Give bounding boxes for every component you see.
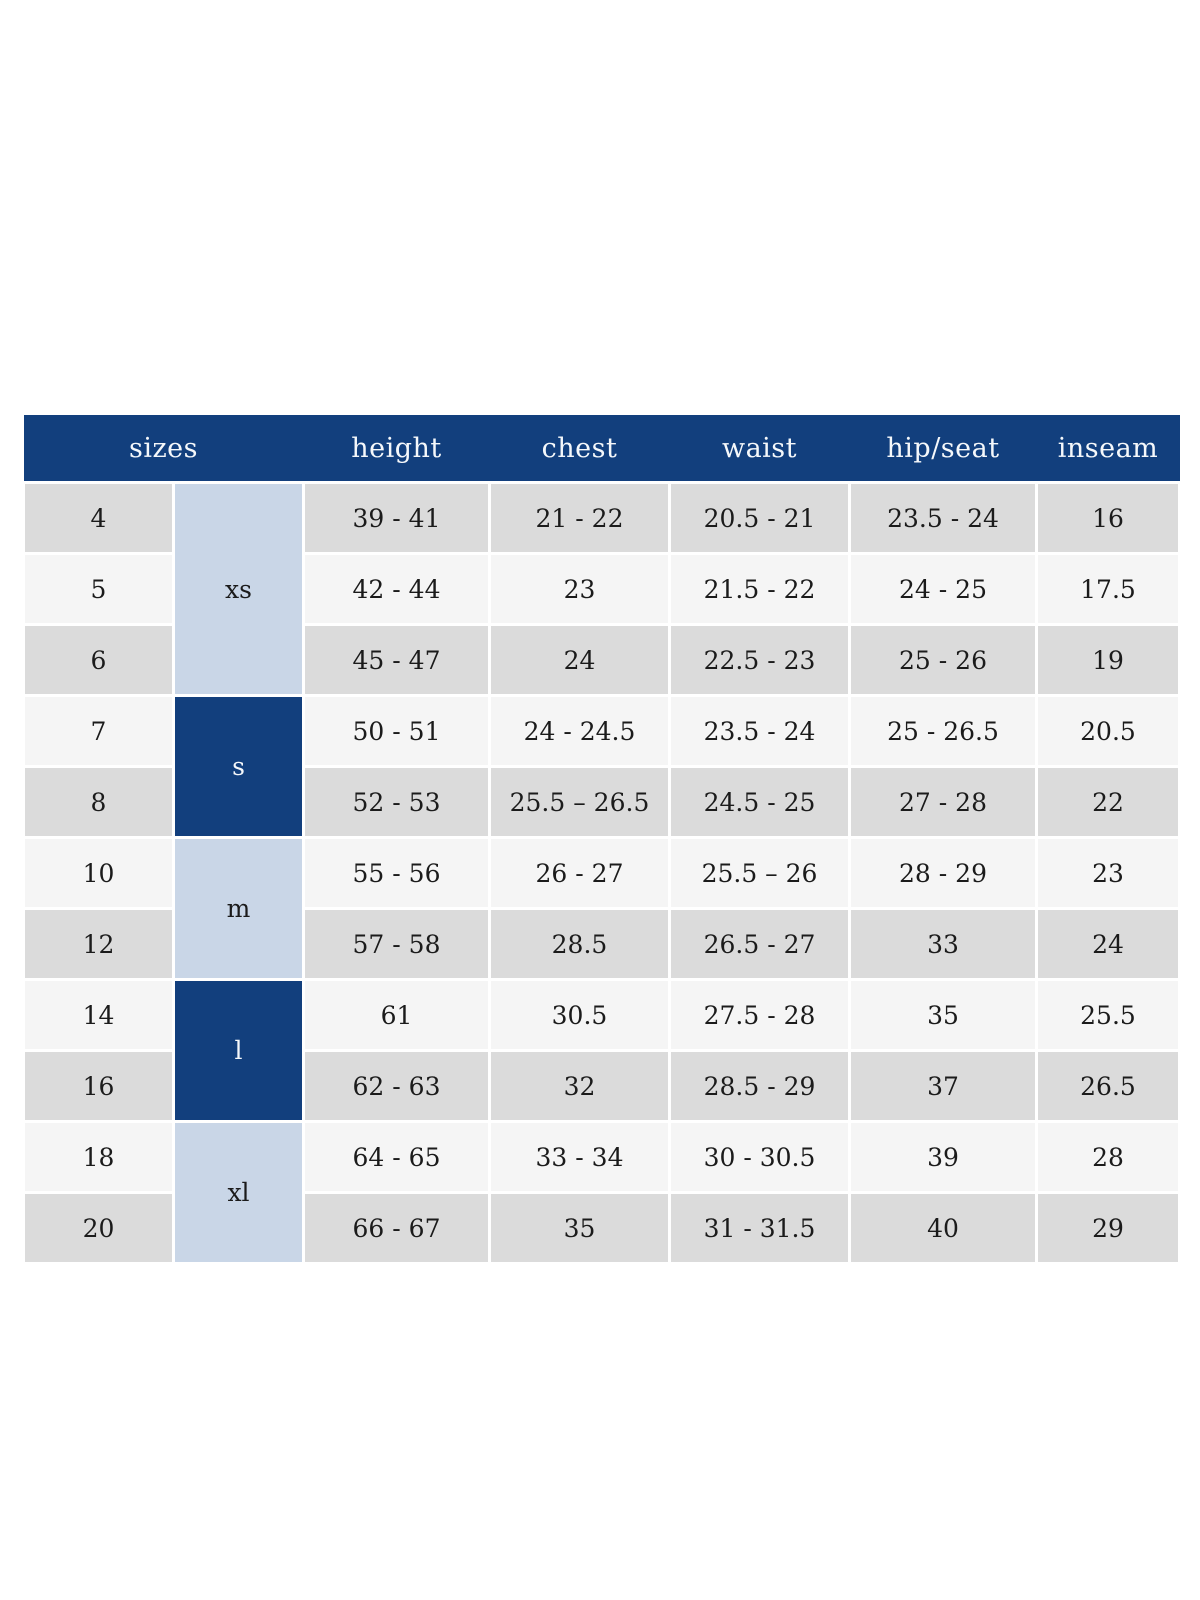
hip-seat-cell: 23.5 - 24 bbox=[848, 481, 1038, 555]
hip-seat-cell: 27 - 28 bbox=[848, 765, 1038, 839]
table-row: 4 xs 39 - 41 21 - 22 20.5 - 21 23.5 - 24… bbox=[22, 481, 1181, 697]
inseam-cell: 16 bbox=[1035, 481, 1181, 555]
waist-cell: 28.5 - 29 bbox=[668, 1049, 851, 1123]
chest-cell: 24 bbox=[488, 623, 671, 697]
table-row: 14 l 61 30.5 27.5 - 28 35 25.5 bbox=[22, 978, 1181, 1123]
table-row: 20 66 - 67 35 31 - 31.5 40 29 bbox=[22, 1191, 1181, 1265]
table-row: 6 45 - 47 24 22.5 - 23 25 - 26 19 bbox=[22, 623, 1181, 697]
height-cell: 42 - 44 bbox=[302, 552, 491, 626]
inseam-cell: 19 bbox=[1035, 623, 1181, 697]
height-cell: 62 - 63 bbox=[302, 1049, 491, 1123]
table-row: 5 42 - 44 23 21.5 - 22 24 - 25 17.5 bbox=[22, 552, 1181, 626]
table-row: 16 62 - 63 32 28.5 - 29 37 26.5 bbox=[22, 1049, 1181, 1123]
waist-cell: 20.5 - 21 bbox=[668, 481, 851, 555]
table-body: 4 xs 39 - 41 21 - 22 20.5 - 21 23.5 - 24… bbox=[22, 481, 1181, 1265]
header-chest: chest bbox=[489, 415, 670, 483]
height-cell: 55 - 56 bbox=[302, 836, 491, 910]
chest-cell: 26 - 27 bbox=[488, 836, 671, 910]
inseam-cell: 29 bbox=[1035, 1191, 1181, 1265]
waist-cell: 21.5 - 22 bbox=[668, 552, 851, 626]
height-cell: 45 - 47 bbox=[302, 623, 491, 697]
group-cell-l: l bbox=[172, 978, 305, 1123]
waist-cell: 26.5 - 27 bbox=[668, 907, 851, 981]
waist-cell: 30 - 30.5 bbox=[668, 1120, 851, 1194]
chest-cell: 35 bbox=[488, 1191, 671, 1265]
table-row: 18 xl 64 - 65 33 - 34 30 - 30.5 39 28 bbox=[22, 1120, 1181, 1265]
hip-seat-cell: 25 - 26 bbox=[848, 623, 1038, 697]
hip-seat-cell: 39 bbox=[848, 1120, 1038, 1194]
header-waist: waist bbox=[669, 415, 850, 483]
header-sizes: sizes bbox=[23, 415, 304, 483]
waist-cell: 23.5 - 24 bbox=[668, 694, 851, 768]
size-cell: 14 bbox=[22, 978, 175, 1052]
group-cell-m: m bbox=[172, 836, 305, 981]
table-row: 7 s 50 - 51 24 - 24.5 23.5 - 24 25 - 26.… bbox=[22, 694, 1181, 839]
hip-seat-cell: 25 - 26.5 bbox=[848, 694, 1038, 768]
size-chart-table: sizes height chest waist hip/seat inseam… bbox=[22, 415, 1181, 1265]
group-cell-s: s bbox=[172, 694, 305, 839]
inseam-cell: 26.5 bbox=[1035, 1049, 1181, 1123]
hip-seat-cell: 37 bbox=[848, 1049, 1038, 1123]
hip-seat-cell: 24 - 25 bbox=[848, 552, 1038, 626]
group-cell-xl: xl bbox=[172, 1120, 305, 1265]
hip-seat-cell: 35 bbox=[848, 978, 1038, 1052]
chest-cell: 23 bbox=[488, 552, 671, 626]
size-cell: 18 bbox=[22, 1120, 175, 1194]
header-inseam: inseam bbox=[1036, 415, 1180, 483]
size-cell: 4 bbox=[22, 481, 175, 555]
hip-seat-cell: 33 bbox=[848, 907, 1038, 981]
size-cell: 7 bbox=[22, 694, 175, 768]
inseam-cell: 25.5 bbox=[1035, 978, 1181, 1052]
waist-cell: 27.5 - 28 bbox=[668, 978, 851, 1052]
size-cell: 10 bbox=[22, 836, 175, 910]
size-cell: 8 bbox=[22, 765, 175, 839]
hip-seat-cell: 28 - 29 bbox=[848, 836, 1038, 910]
size-cell: 6 bbox=[22, 623, 175, 697]
size-cell: 16 bbox=[22, 1049, 175, 1123]
inseam-cell: 24 bbox=[1035, 907, 1181, 981]
table-row: 10 m 55 - 56 26 - 27 25.5 – 26 28 - 29 2… bbox=[22, 836, 1181, 981]
table-row: 12 57 - 58 28.5 26.5 - 27 33 24 bbox=[22, 907, 1181, 981]
table-header: sizes height chest waist hip/seat inseam bbox=[23, 415, 1180, 483]
chest-cell: 24 - 24.5 bbox=[488, 694, 671, 768]
group-cell-xs: xs bbox=[172, 481, 305, 697]
chest-cell: 30.5 bbox=[488, 978, 671, 1052]
inseam-cell: 23 bbox=[1035, 836, 1181, 910]
inseam-cell: 28 bbox=[1035, 1120, 1181, 1194]
waist-cell: 25.5 – 26 bbox=[668, 836, 851, 910]
size-cell: 12 bbox=[22, 907, 175, 981]
height-cell: 52 - 53 bbox=[302, 765, 491, 839]
waist-cell: 24.5 - 25 bbox=[668, 765, 851, 839]
height-cell: 50 - 51 bbox=[302, 694, 491, 768]
size-cell: 20 bbox=[22, 1191, 175, 1265]
waist-cell: 31 - 31.5 bbox=[668, 1191, 851, 1265]
waist-cell: 22.5 - 23 bbox=[668, 623, 851, 697]
height-cell: 61 bbox=[302, 978, 491, 1052]
header-row: sizes height chest waist hip/seat inseam bbox=[23, 415, 1180, 483]
height-cell: 57 - 58 bbox=[302, 907, 491, 981]
chest-cell: 21 - 22 bbox=[488, 481, 671, 555]
chest-cell: 32 bbox=[488, 1049, 671, 1123]
size-chart-container: sizes height chest waist hip/seat inseam… bbox=[22, 415, 1181, 1265]
inseam-cell: 17.5 bbox=[1035, 552, 1181, 626]
inseam-cell: 22 bbox=[1035, 765, 1181, 839]
inseam-cell: 20.5 bbox=[1035, 694, 1181, 768]
header-hip-seat: hip/seat bbox=[849, 415, 1037, 483]
hip-seat-cell: 40 bbox=[848, 1191, 1038, 1265]
chest-cell: 25.5 – 26.5 bbox=[488, 765, 671, 839]
table-row: 8 52 - 53 25.5 – 26.5 24.5 - 25 27 - 28 … bbox=[22, 765, 1181, 839]
height-cell: 66 - 67 bbox=[302, 1191, 491, 1265]
chest-cell: 33 - 34 bbox=[488, 1120, 671, 1194]
header-height: height bbox=[303, 415, 490, 483]
size-cell: 5 bbox=[22, 552, 175, 626]
height-cell: 64 - 65 bbox=[302, 1120, 491, 1194]
height-cell: 39 - 41 bbox=[302, 481, 491, 555]
chest-cell: 28.5 bbox=[488, 907, 671, 981]
